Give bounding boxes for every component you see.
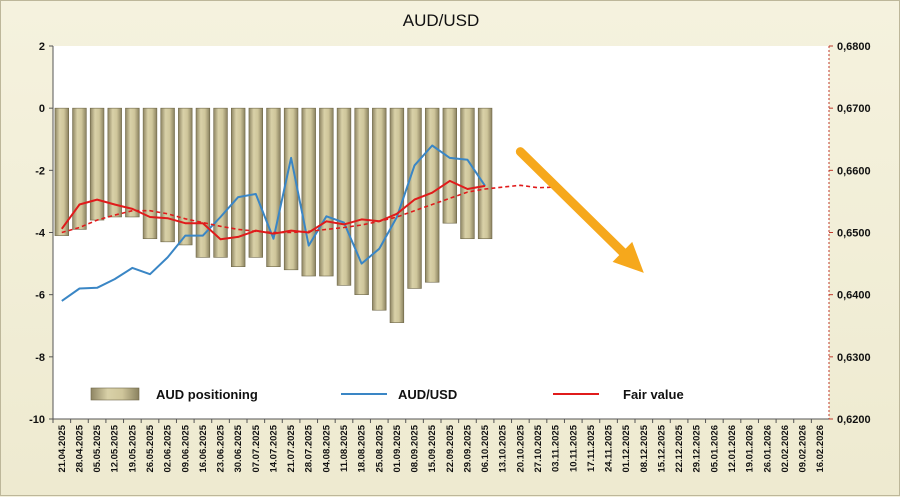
x-tick-label: 16.02.2026 <box>815 425 826 473</box>
right-tick-label: 0,6200 <box>837 414 871 426</box>
x-tick-label: 08.12.2025 <box>639 424 650 472</box>
legend-label: Fair value <box>623 387 684 402</box>
position-bar <box>460 107 475 240</box>
x-tick-label: 24.11.2025 <box>604 424 615 472</box>
position-bar <box>54 107 69 236</box>
position-bar <box>142 107 158 240</box>
right-tick-label: 0,6800 <box>837 41 871 53</box>
x-tick-label: 04.08.2025 <box>321 424 332 472</box>
x-tick-label: 29.12.2025 <box>692 424 703 472</box>
right-tick-label: 0,6600 <box>837 165 871 177</box>
x-tick-label: 01.09.2025 <box>392 424 403 472</box>
fair-value-trend-line <box>61 184 556 234</box>
x-tick-label: 12.01.2026 <box>727 425 738 473</box>
x-tick-label: 01.12.2025 <box>621 424 632 472</box>
x-tick-label: 19.05.2025 <box>127 424 138 472</box>
right-tick-label: 0,6300 <box>837 352 871 364</box>
trend-arrow-head <box>612 241 644 273</box>
x-tick-label: 19.01.2026 <box>745 425 756 473</box>
x-tick-label: 12.05.2025 <box>110 424 121 472</box>
lines-group <box>60 144 556 302</box>
audusd-line <box>61 144 486 302</box>
fair-value-line <box>60 179 486 241</box>
position-bar <box>125 107 140 218</box>
trend-arrow-shaft <box>515 147 627 257</box>
position-bar <box>266 107 281 267</box>
position-bar <box>107 107 122 218</box>
x-tick-label: 06.10.2025 <box>480 424 491 472</box>
x-tick-label: 29.09.2025 <box>462 424 473 472</box>
position-bar <box>231 107 246 267</box>
left-tick-label: -8 <box>35 352 45 364</box>
x-tick-label: 13.10.2025 <box>498 424 509 472</box>
left-tick-label: -4 <box>35 228 46 240</box>
position-bar <box>72 107 87 230</box>
x-tick-label: 15.12.2025 <box>656 424 667 472</box>
x-tick-label: 05.05.2025 <box>92 424 103 472</box>
x-tick-label: 02.02.2026 <box>780 425 791 473</box>
x-tick-label: 10.11.2025 <box>568 424 579 472</box>
x-tick-label: 30.06.2025 <box>233 424 244 472</box>
x-tick-label: 21.07.2025 <box>286 424 297 472</box>
x-tick-label: 03.11.2025 <box>551 424 562 472</box>
position-bar <box>477 107 493 240</box>
x-tick-label: 23.06.2025 <box>216 424 227 472</box>
left-tick-label: -2 <box>35 165 45 177</box>
position-bar <box>178 107 193 246</box>
right-tick-label: 0,6700 <box>837 103 871 115</box>
x-tick-label: 17.11.2025 <box>586 424 597 472</box>
position-bar <box>283 107 299 271</box>
x-tick-label: 08.09.2025 <box>410 424 421 472</box>
legend-label: AUD/USD <box>398 387 457 402</box>
position-bar <box>195 107 211 258</box>
left-tick-label: -10 <box>29 414 45 426</box>
axes-group: 2 0 -2 -4 -6 -8 -10 0,6800 0,6700 0,6600 0,6500 0,6… <box>29 41 871 473</box>
x-tick-label: 09.06.2025 <box>180 424 191 472</box>
x-tick-label: 28.07.2025 <box>304 424 315 472</box>
position-bar <box>407 107 422 289</box>
x-tick-label: 28.04.2025 <box>74 424 85 472</box>
legend-swatch-positioning <box>90 387 140 401</box>
x-tick-label: 26.01.2026 <box>762 425 773 473</box>
position-bar <box>442 107 457 224</box>
x-tick-label: 16.06.2025 <box>198 424 209 472</box>
x-tick-label: 22.09.2025 <box>445 424 456 472</box>
x-tick-label: 20.10.2025 <box>515 424 526 472</box>
left-tick-label: -6 <box>35 290 45 302</box>
x-tick-label: 02.06.2025 <box>163 424 174 472</box>
x-tick-label: 27.10.2025 <box>533 424 544 472</box>
legend-group: AUD positioning AUD/USD Fair value <box>90 387 684 402</box>
position-bar <box>248 107 263 258</box>
position-bar <box>160 107 175 243</box>
right-tick-label: 0,6400 <box>837 290 871 302</box>
x-tick-label: 09.02.2026 <box>798 425 809 473</box>
position-bar <box>89 107 105 221</box>
position-bar <box>336 107 352 286</box>
x-tick-label: 18.08.2025 <box>357 424 368 472</box>
x-tick-label: 21.04.2025 <box>57 424 68 472</box>
position-bar <box>301 107 316 277</box>
x-tick-label: 25.08.2025 <box>374 424 385 472</box>
left-tick-label: 2 <box>39 41 45 53</box>
legend-label: AUD positioning <box>156 387 258 402</box>
position-bar <box>354 107 369 295</box>
x-tick-label: 07.07.2025 <box>251 424 262 472</box>
chart-title: AUD/USD <box>403 11 480 30</box>
x-tick-label: 05.01.2026 <box>709 425 720 473</box>
right-tick-label: 0,6500 <box>837 228 871 240</box>
x-tick-label: 14.07.2025 <box>268 424 279 472</box>
position-bar <box>372 107 387 311</box>
x-tick-label: 15.09.2025 <box>427 424 438 472</box>
position-bar <box>319 107 334 277</box>
annotation-group <box>515 147 644 273</box>
left-tick-label: 0 <box>39 103 45 115</box>
x-tick-label: 26.05.2025 <box>145 424 156 472</box>
x-tick-label: 11.08.2025 <box>339 424 350 472</box>
x-tick-label: 22.12.2025 <box>674 424 685 472</box>
